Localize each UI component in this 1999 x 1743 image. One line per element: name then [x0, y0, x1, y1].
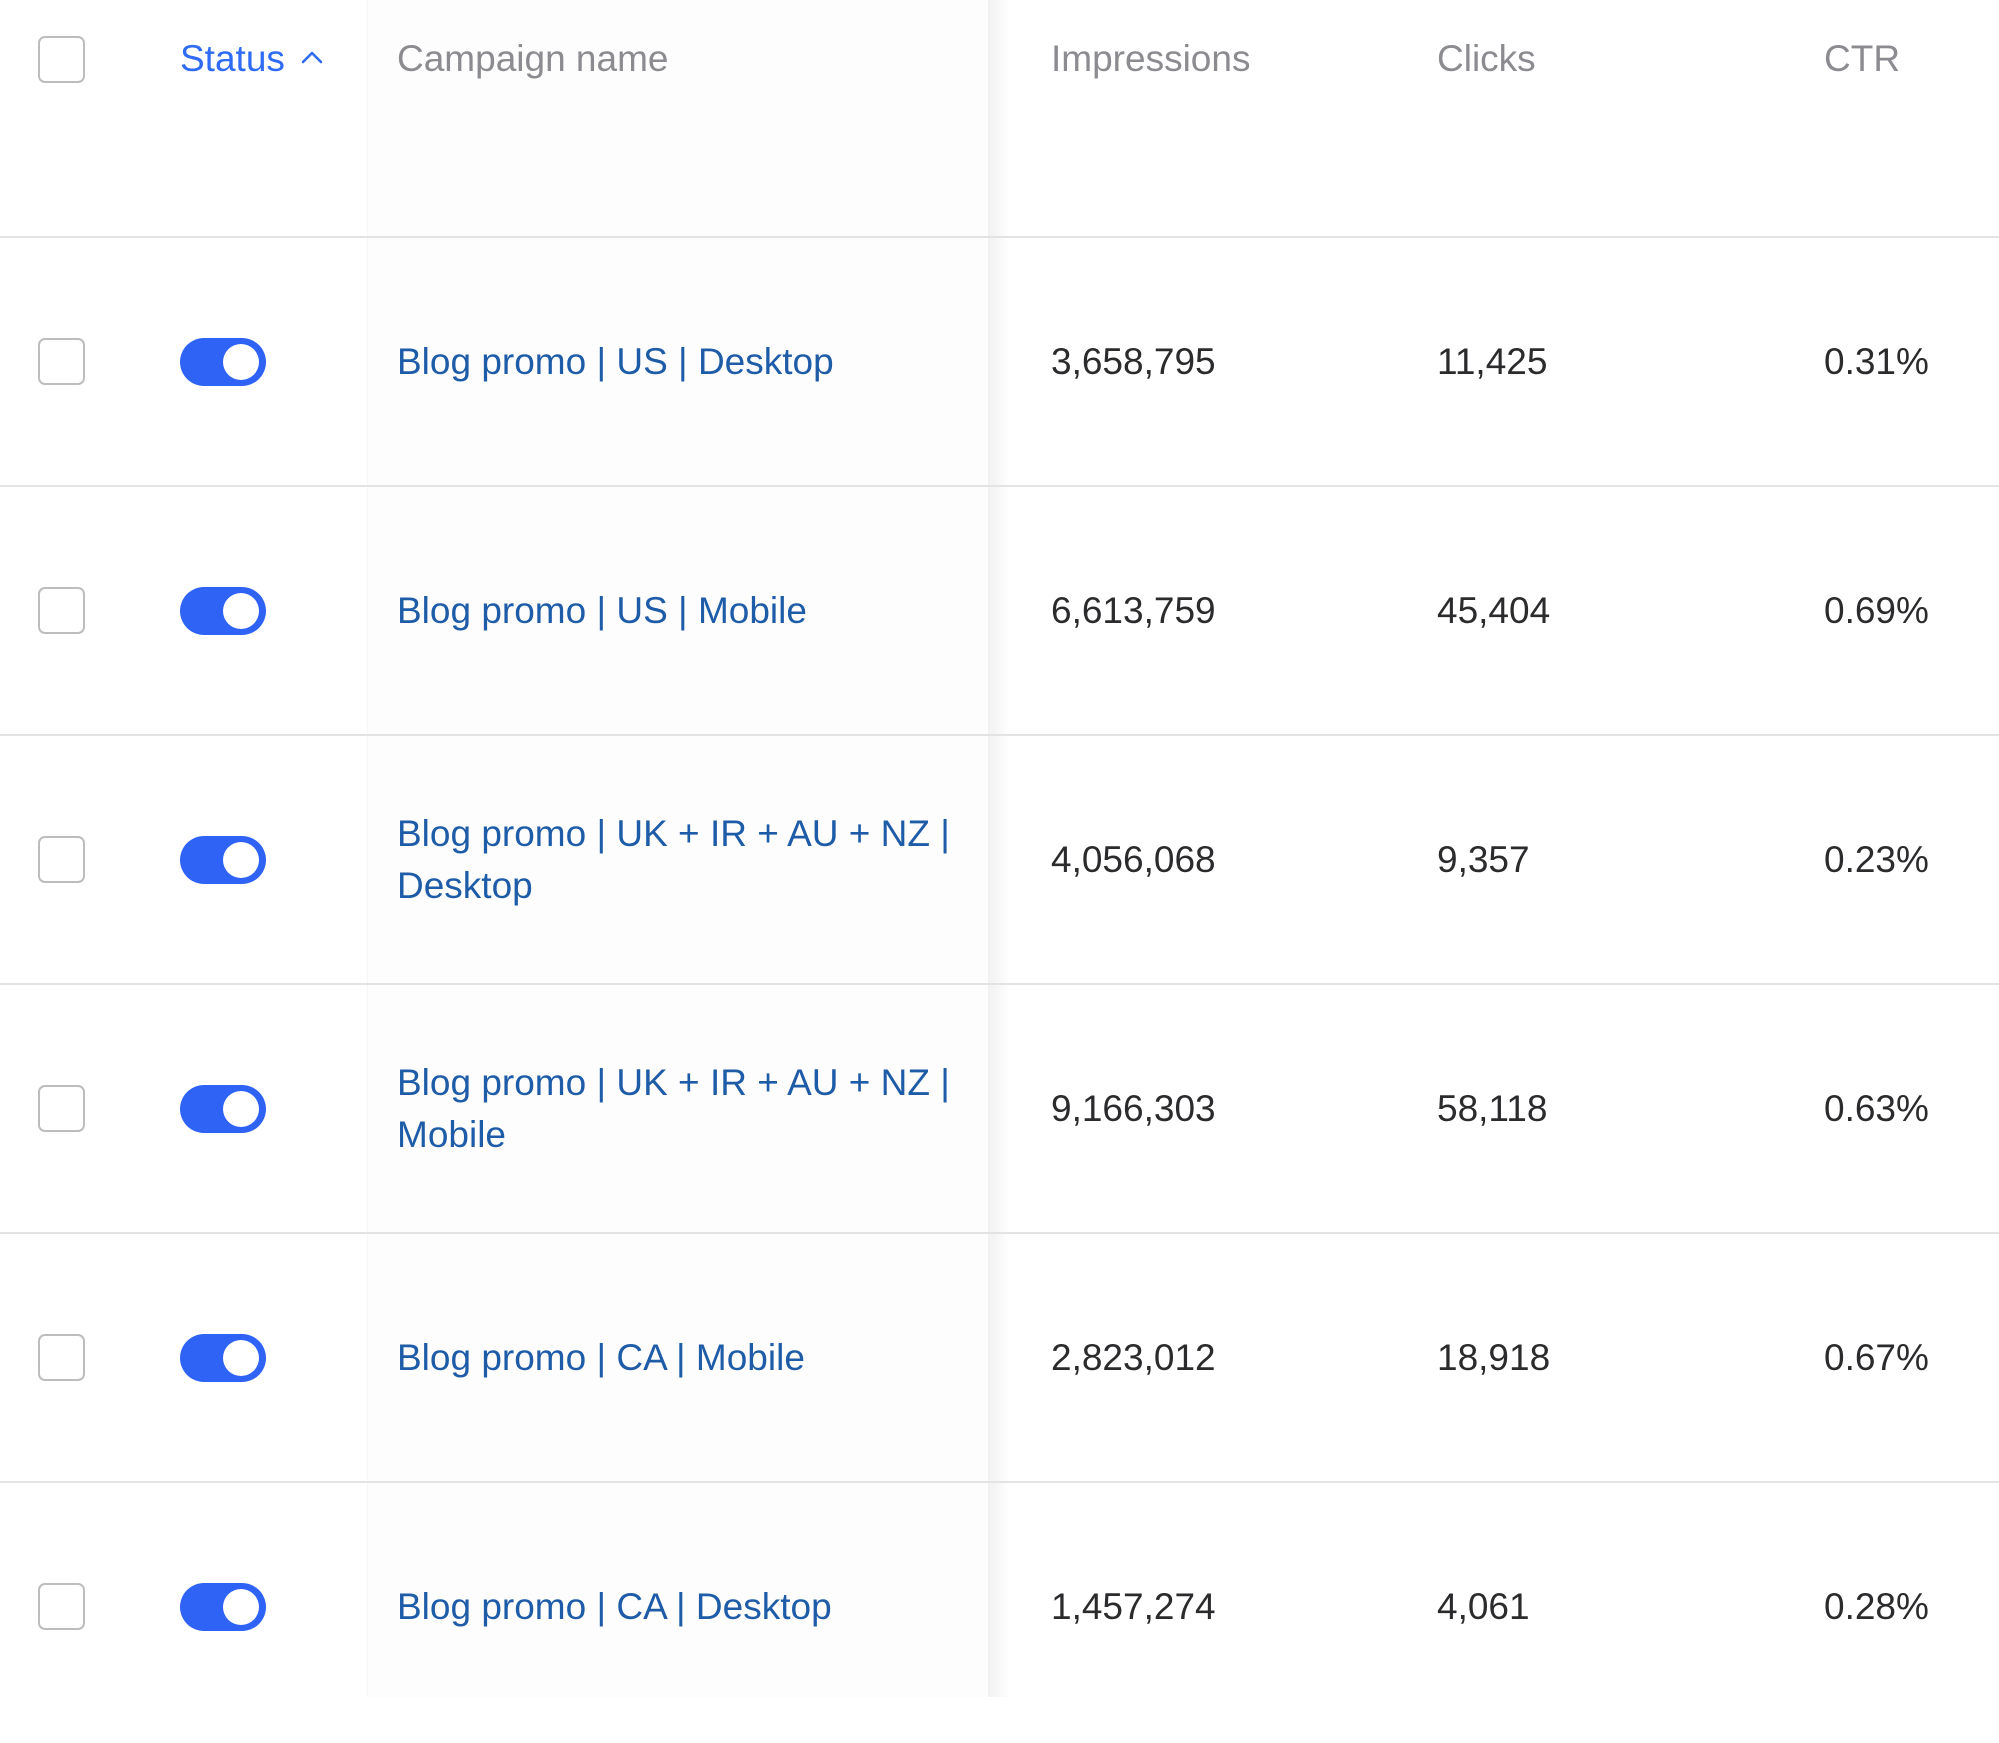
clicks-value: 11,425: [1437, 341, 1548, 382]
campaign-name-column-background: [367, 0, 988, 1697]
status-toggle[interactable]: [180, 1334, 266, 1382]
row-select-checkbox[interactable]: [38, 338, 85, 385]
impressions-column-header[interactable]: Impressions: [1051, 38, 1251, 79]
status-column-header[interactable]: Status: [180, 38, 323, 80]
clicks-value: 18,918: [1437, 1337, 1551, 1378]
row-select-checkbox[interactable]: [38, 1085, 85, 1132]
table-row: Blog promo | CA | Mobile 2,823,012 18,91…: [0, 1234, 1999, 1483]
table-row: Blog promo | UK + IR + AU + NZ | Desktop…: [0, 736, 1999, 985]
chevron-up-icon: [301, 51, 323, 64]
ctr-column-header[interactable]: CTR: [1824, 38, 1901, 79]
status-toggle[interactable]: [180, 1085, 266, 1133]
ctr-value: 0.31%: [1824, 341, 1929, 382]
ctr-value: 0.28%: [1824, 1586, 1929, 1627]
sticky-column-shadow: [988, 0, 1010, 1697]
toggle-knob: [223, 842, 259, 878]
ctr-value: 0.67%: [1824, 1337, 1929, 1378]
select-all-checkbox[interactable]: [38, 36, 85, 83]
ctr-value: 0.23%: [1824, 839, 1929, 880]
impressions-value: 9,166,303: [1051, 1088, 1216, 1129]
clicks-value: 45,404: [1437, 590, 1551, 631]
campaign-name-link[interactable]: Blog promo | US | Desktop: [397, 341, 834, 382]
campaign-name-link[interactable]: Blog promo | CA | Desktop: [397, 1586, 832, 1627]
impressions-value: 3,658,795: [1051, 341, 1216, 382]
status-header-label: Status: [180, 38, 285, 79]
table-row: Blog promo | US | Desktop 3,658,795 11,4…: [0, 238, 1999, 487]
row-select-checkbox[interactable]: [38, 1583, 85, 1630]
row-select-checkbox[interactable]: [38, 1334, 85, 1381]
campaign-name-link[interactable]: Blog promo | UK + IR + AU + NZ | Desktop: [397, 813, 950, 906]
impressions-value: 2,823,012: [1051, 1337, 1216, 1378]
impressions-value: 6,613,759: [1051, 590, 1216, 631]
campaign-name-link[interactable]: Blog promo | US | Mobile: [397, 590, 807, 631]
status-toggle[interactable]: [180, 587, 266, 635]
row-select-checkbox[interactable]: [38, 587, 85, 634]
campaign-name-column-header[interactable]: Campaign name: [397, 38, 669, 79]
toggle-knob: [223, 593, 259, 629]
impressions-value: 4,056,068: [1051, 839, 1216, 880]
toggle-knob: [223, 344, 259, 380]
clicks-value: 58,118: [1437, 1088, 1548, 1129]
table-row: Blog promo | UK + IR + AU + NZ | Mobile …: [0, 985, 1999, 1234]
ctr-value: 0.63%: [1824, 1088, 1929, 1129]
impressions-value: 1,457,274: [1051, 1586, 1216, 1627]
campaign-name-link[interactable]: Blog promo | CA | Mobile: [397, 1337, 805, 1378]
ctr-value: 0.69%: [1824, 590, 1929, 631]
toggle-knob: [223, 1091, 259, 1127]
status-toggle[interactable]: [180, 836, 266, 884]
clicks-column-header[interactable]: Clicks: [1437, 38, 1536, 79]
table-row: Blog promo | CA | Desktop 1,457,274 4,06…: [0, 1483, 1999, 1743]
table-header-row: Status Campaign name Impressions Clicks …: [0, 0, 1999, 238]
clicks-value: 4,061: [1437, 1586, 1530, 1627]
table-row: Blog promo | US | Mobile 6,613,759 45,40…: [0, 487, 1999, 736]
campaigns-table: Status Campaign name Impressions Clicks …: [0, 0, 1999, 1697]
toggle-knob: [223, 1589, 259, 1625]
toggle-knob: [223, 1340, 259, 1376]
row-select-checkbox[interactable]: [38, 836, 85, 883]
campaign-name-link[interactable]: Blog promo | UK + IR + AU + NZ | Mobile: [397, 1062, 950, 1155]
status-toggle[interactable]: [180, 1583, 266, 1631]
status-toggle[interactable]: [180, 338, 266, 386]
clicks-value: 9,357: [1437, 839, 1530, 880]
